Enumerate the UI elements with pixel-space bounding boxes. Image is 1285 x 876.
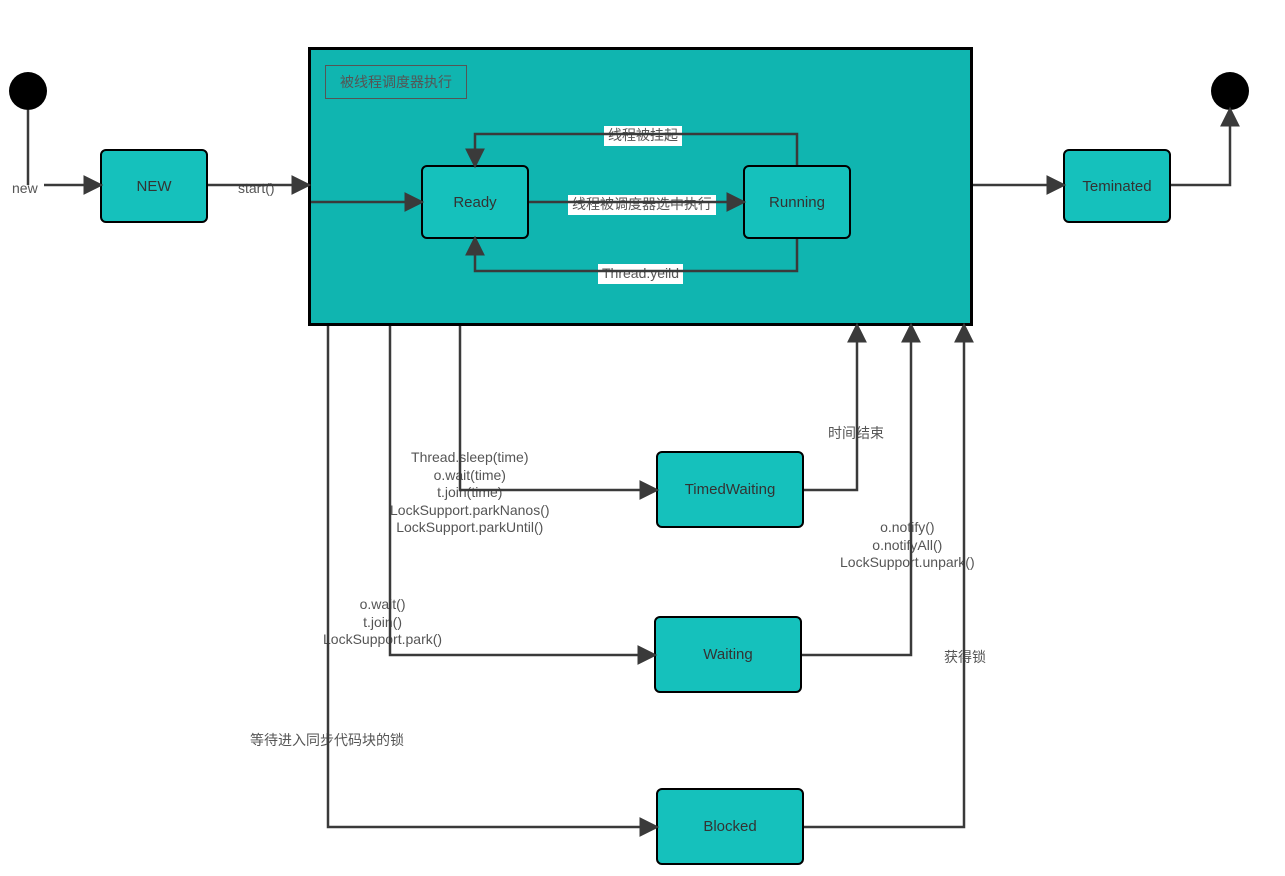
label-get-lock: 获得锁 xyxy=(944,649,986,667)
edge-blocked-to-container xyxy=(804,326,964,827)
node-ready: Ready xyxy=(421,165,529,239)
node-new: NEW xyxy=(100,149,208,223)
start-circle xyxy=(9,72,47,110)
node-blocked-label: Blocked xyxy=(703,818,756,835)
node-terminated-label: Teminated xyxy=(1082,178,1151,195)
scheduler-container: 被线程调度器执行 xyxy=(308,47,973,326)
label-time-end: 时间结束 xyxy=(828,425,884,443)
label-wait-methods: o.wait()t.join()LockSupport.park() xyxy=(323,596,442,649)
node-waiting: Waiting xyxy=(654,616,802,693)
node-waiting-label: Waiting xyxy=(703,646,752,663)
node-running: Running xyxy=(743,165,851,239)
label-notify-methods: o.notify()o.notifyAll()LockSupport.unpar… xyxy=(840,519,975,572)
node-running-label: Running xyxy=(769,194,825,211)
label-start: start() xyxy=(238,180,275,198)
node-terminated: Teminated xyxy=(1063,149,1171,223)
label-suspend: 线程被挂起 xyxy=(604,126,682,146)
node-blocked: Blocked xyxy=(656,788,804,865)
label-yield: Thread.yeild xyxy=(598,264,683,284)
label-schedule: 线程被调度器选中执行 xyxy=(568,195,716,215)
node-ready-label: Ready xyxy=(453,194,496,211)
edge-timedwaiting-to-container xyxy=(804,326,857,490)
label-timed-methods: Thread.sleep(time)o.wait(time)t.join(tim… xyxy=(390,449,550,537)
label-new: new xyxy=(12,180,38,198)
node-timedwaiting: TimedWaiting xyxy=(656,451,804,528)
edge-waiting-to-container xyxy=(802,326,911,655)
node-new-label: NEW xyxy=(137,178,172,195)
edge-terminated-to-end xyxy=(1171,110,1230,185)
scheduler-container-label: 被线程调度器执行 xyxy=(325,65,467,99)
label-sync-wait: 等待进入同步代码块的锁 xyxy=(250,732,404,750)
edge-container-to-blocked xyxy=(328,326,656,827)
node-timedwaiting-label: TimedWaiting xyxy=(685,481,776,498)
end-circle xyxy=(1211,72,1249,110)
